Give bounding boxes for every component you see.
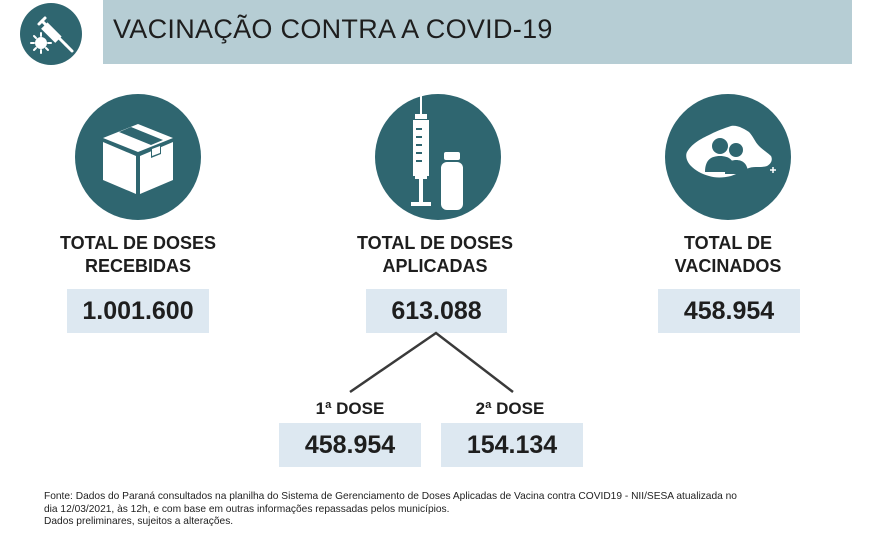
people-map-icon	[665, 94, 791, 220]
syringe-vial-icon	[375, 94, 501, 220]
value-total-received: 1.001.600	[67, 289, 209, 333]
box-icon	[75, 94, 201, 220]
value-total-applied: 613.088	[366, 289, 507, 333]
page-title: VACINAÇÃO CONTRA A COVID-19	[113, 14, 553, 44]
source-footnote: Fonte: Dados do Paraná consultados na pl…	[44, 491, 834, 529]
value-second-dose: 154.134	[441, 423, 583, 467]
label-second-dose: 2ª DOSE	[475, 399, 545, 418]
label-first-dose: 1ª DOSE	[315, 399, 385, 418]
footnote-line: Fonte: Dados do Paraná consultados na pl…	[44, 491, 737, 502]
value-first-dose: 458.954	[279, 423, 421, 467]
syringe-virus-icon	[20, 3, 82, 65]
label-total-applied: TOTAL DE DOSES APLICADAS	[356, 233, 514, 276]
header-bar	[103, 0, 852, 64]
footnote-line: Dados preliminares, sujeitos a alteraçõe…	[44, 516, 234, 528]
footnote-line: dia 12/03/2021, às 12h, e com base em ou…	[44, 503, 450, 515]
label-total-received: TOTAL DE DOSES RECEBIDAS	[59, 233, 217, 276]
label-total-vaccinated: TOTAL DE VACINADOS	[674, 233, 782, 276]
value-total-vaccinated: 458.954	[658, 289, 800, 333]
